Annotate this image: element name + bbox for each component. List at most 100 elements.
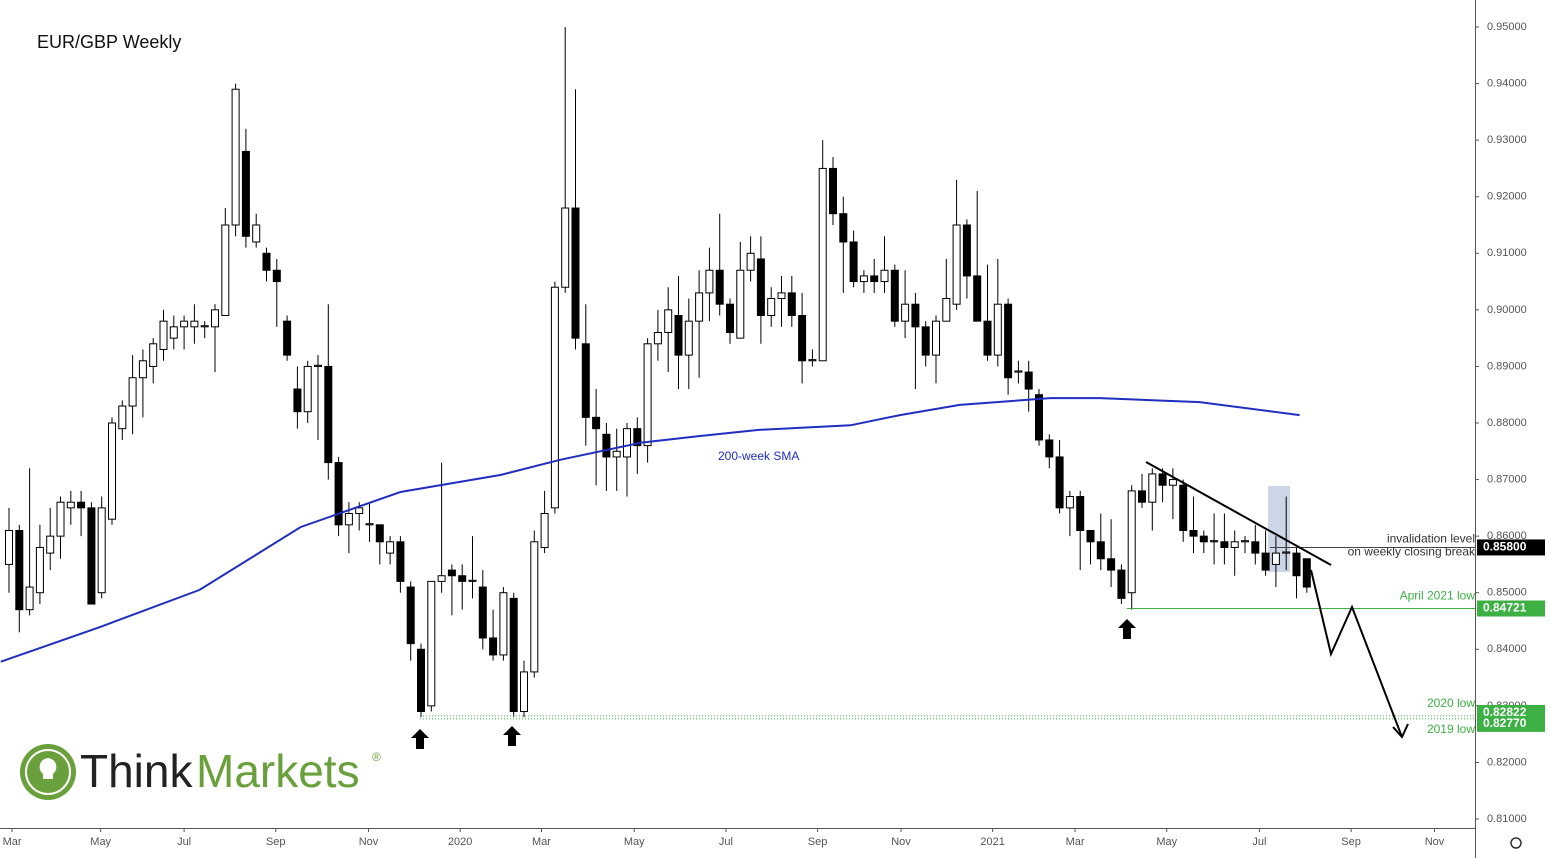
candle-body [190,320,199,328]
candle-body [550,286,559,509]
candle-body [520,671,529,713]
candle-body [1076,496,1085,531]
candle-body [468,579,477,582]
x-tick-label: Sep [808,836,828,848]
price-box-label: 0.84721 [1483,601,1527,615]
candle-body [859,275,868,283]
candle-body [241,150,250,237]
price-box-label: 0.82822 [1483,705,1527,719]
y-tick-label: 0.90000 [1487,304,1527,316]
candle-body [1117,569,1126,599]
y-tick-label: 0.88000 [1487,417,1527,429]
y-tick-label: 0.94000 [1487,77,1527,89]
candle-body [736,269,745,339]
candle-body [993,303,1002,356]
x-tick-label: Jul [177,836,191,848]
candle-body [839,213,848,243]
candle-body [1282,551,1291,554]
highlight-box [1268,486,1290,572]
candle-body [829,167,838,215]
level-label: April 2021 low [1400,589,1476,603]
candle-body [1179,484,1188,531]
candle-body [1035,394,1044,441]
candle-body [530,541,539,673]
candle-body [272,269,281,283]
y-tick-label: 0.87000 [1487,473,1527,485]
candle-body [35,546,44,594]
level-label: on weekly closing break [1348,545,1476,559]
candle-body [406,586,415,645]
candle-body [1251,541,1260,554]
candle-body [46,535,55,554]
candle-body [777,292,786,300]
candle-body [1045,439,1054,458]
x-tick-label: May [90,836,111,848]
candle-body [128,377,137,407]
y-tick-label: 0.89000 [1487,360,1527,372]
candle-body [1096,541,1105,560]
candle-body [705,269,714,294]
candle-body [1199,535,1208,543]
candle-body [159,320,168,350]
y-tick-label: 0.85000 [1487,587,1527,599]
candle-body [798,315,807,362]
candle-body [97,507,106,594]
up-arrow [411,729,429,749]
candle-body [283,320,292,356]
candle-body [756,258,765,317]
price-box [1477,539,1545,556]
x-tick-label: Sep [266,836,286,848]
level-label: 2019 low [1427,722,1475,736]
candle-body [262,252,271,271]
x-tick-label: 2021 [980,836,1004,848]
candle-body [746,252,755,271]
candle-body [1302,558,1311,588]
candle-body [1271,552,1280,565]
x-tick-label: Nov [891,836,911,848]
candle-body [447,569,456,577]
candle-body [1138,490,1147,503]
sma-line [0,397,1300,663]
y-tick-label: 0.81000 [1487,813,1527,825]
candle-body [612,450,621,458]
candle-body [623,428,632,458]
y-tick-label: 0.84000 [1487,643,1527,655]
price-box [1477,600,1545,617]
x-tick-label: May [1156,836,1177,848]
candle-body [1086,529,1095,543]
level-label: 2020 low [1427,696,1475,710]
chart-title: EUR/GBP Weekly [37,32,181,52]
candle-body [355,507,364,515]
settings-icon[interactable] [1510,837,1522,849]
candle-body [695,292,704,322]
candle-body [499,592,508,656]
candle-body [880,269,889,283]
candle-body [664,309,673,333]
candle-body [293,388,302,413]
candle-body [726,303,735,333]
x-tick-label: Jul [719,836,733,848]
candle-body [643,343,652,447]
plot: 0.810000.820000.830000.840000.850000.860… [0,21,1545,848]
candle-body [1004,303,1013,379]
candle-body [1189,529,1198,537]
candle-body [653,331,662,345]
candle-body [808,359,817,362]
candle-body [303,365,312,413]
candle-body [1065,496,1074,509]
candle-body [108,422,117,520]
candle-body [138,360,147,379]
candle-body [849,241,858,283]
candle-body [221,224,230,317]
x-tick-label: May [624,836,645,848]
candle-body [592,416,601,430]
price-box-label: 0.85800 [1483,540,1527,554]
up-arrow [503,726,521,746]
candle-body [149,343,158,367]
candle-body [911,303,920,328]
y-tick-label: 0.91000 [1487,247,1527,259]
logo-bulb [39,758,57,779]
gear[interactable] [1510,837,1522,849]
logo: Think Markets ® [20,744,381,800]
